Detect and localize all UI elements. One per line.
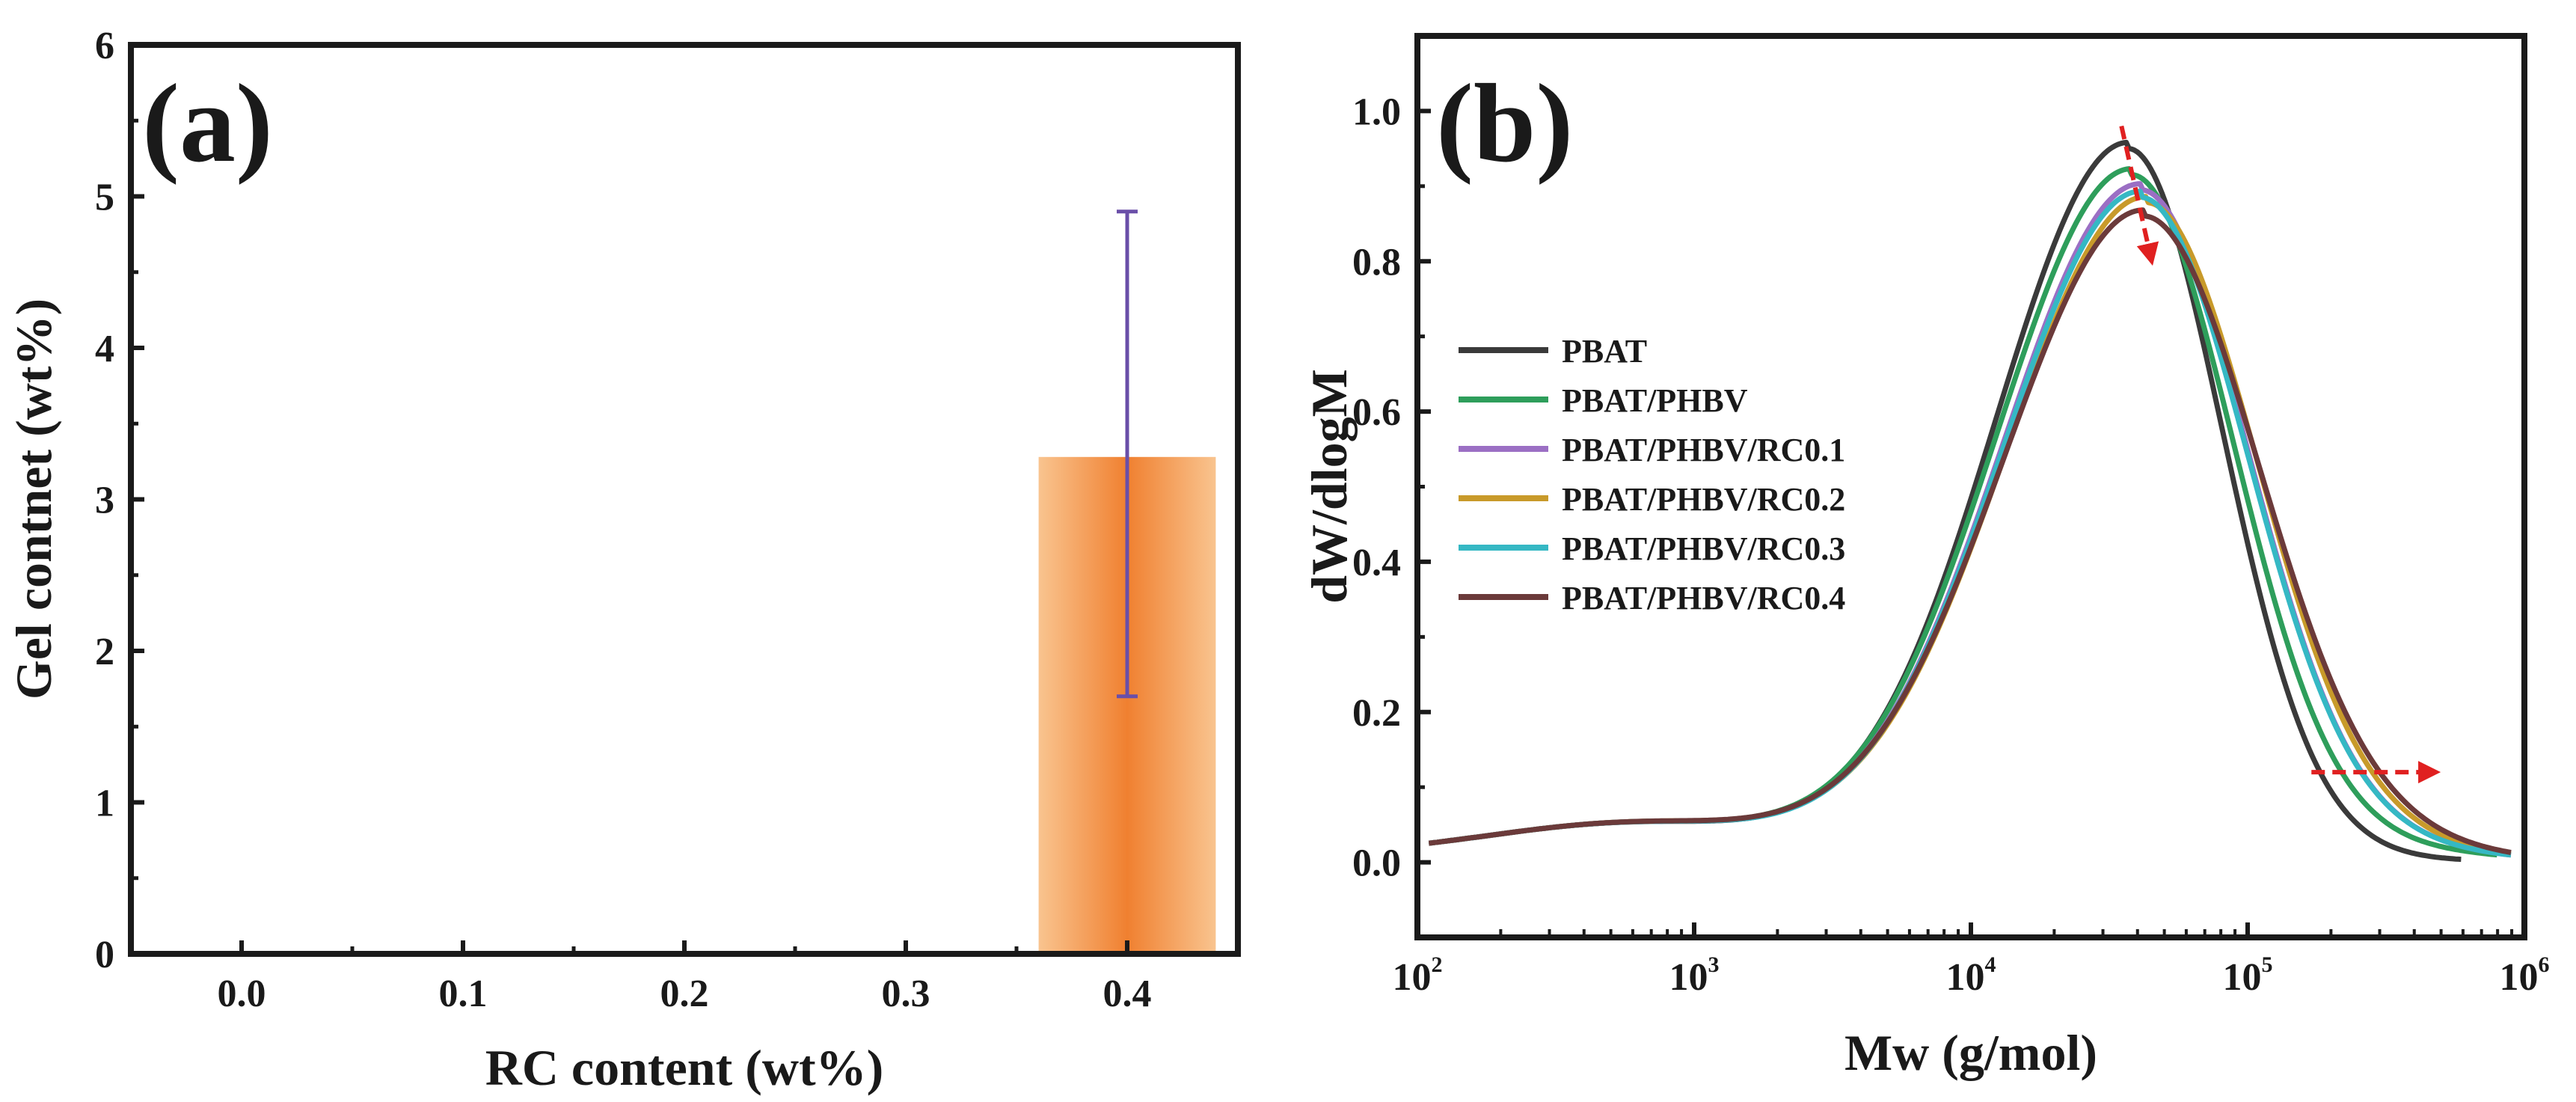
series-line bbox=[1428, 189, 2512, 858]
x-tick-label: 0.4 bbox=[1103, 973, 1152, 1015]
legend-label: PBAT/PHBV/RC0.4 bbox=[1562, 580, 1845, 616]
legend-label: PBAT/PHBV/RC0.2 bbox=[1562, 481, 1845, 518]
panel-a-label: (a) bbox=[142, 61, 273, 186]
y-tick-label: 2 bbox=[95, 631, 114, 673]
panel-b-xlabel: Mw (g/mol) bbox=[1844, 1024, 2097, 1081]
y-tick-label: 0.8 bbox=[1352, 241, 1401, 284]
legend-item: PBAT/PHBV bbox=[1459, 382, 1748, 419]
panel-b-ylabel: dW/dlogM bbox=[1301, 369, 1358, 604]
x-tick-label: 0.1 bbox=[439, 973, 488, 1015]
y-tick-label: 6 bbox=[95, 25, 114, 67]
y-tick-label: 5 bbox=[95, 177, 114, 219]
panel-a-ylabel: Gel contnet (wt%) bbox=[5, 299, 62, 700]
legend-label: PBAT bbox=[1562, 333, 1647, 370]
panel-a-xlabel: RC content (wt%) bbox=[485, 1039, 884, 1096]
legend-label: PBAT/PHBV bbox=[1562, 382, 1748, 419]
y-tick-label: 0.4 bbox=[1352, 542, 1401, 584]
trend-arrow bbox=[2119, 125, 2159, 266]
y-tick-label: 0.0 bbox=[1352, 842, 1401, 885]
y-tick-label: 3 bbox=[95, 480, 114, 522]
x-tick-label: 106 bbox=[2500, 952, 2550, 999]
y-tick-label: 0 bbox=[95, 934, 114, 976]
x-tick-label: 0.3 bbox=[882, 973, 930, 1015]
legend-label: PBAT/PHBV/RC0.3 bbox=[1562, 530, 1845, 567]
x-tick-label: 102 bbox=[1393, 952, 1443, 999]
x-tick-label: 0.0 bbox=[218, 973, 266, 1015]
y-tick-label: 4 bbox=[95, 328, 114, 370]
y-tick-label: 0.2 bbox=[1352, 692, 1401, 735]
legend-item: PBAT/PHBV/RC0.1 bbox=[1459, 432, 1845, 468]
series-line bbox=[1428, 207, 2512, 855]
panel-b-label: (b) bbox=[1436, 61, 1573, 186]
panel-a: 0 1 2 3 4 5 6 0.0 0.1 0.2 0.3 0.4 (a) RC content (… bbox=[5, 25, 1241, 1096]
legend-item: PBAT bbox=[1459, 333, 1647, 370]
legend-label: PBAT/PHBV/RC0.1 bbox=[1562, 432, 1845, 468]
y-tick-label: 1 bbox=[95, 783, 114, 825]
y-tick-label: 0.6 bbox=[1352, 391, 1401, 434]
legend-item: PBAT/PHBV/RC0.2 bbox=[1459, 481, 1845, 518]
x-tick-label: 105 bbox=[2223, 952, 2273, 999]
legend-item: PBAT/PHBV/RC0.3 bbox=[1459, 530, 1845, 567]
panel-b: 0.0 0.2 0.4 0.6 0.8 1.0 102 103 104 105 106 PBAT P… bbox=[1301, 33, 2550, 1081]
x-tick-label: 104 bbox=[1946, 952, 1996, 999]
x-tick-label: 103 bbox=[1669, 952, 1720, 999]
x-tick-label: 0.2 bbox=[660, 973, 709, 1015]
legend-item: PBAT/PHBV/RC0.4 bbox=[1459, 580, 1845, 616]
y-tick-label: 1.0 bbox=[1352, 91, 1401, 133]
